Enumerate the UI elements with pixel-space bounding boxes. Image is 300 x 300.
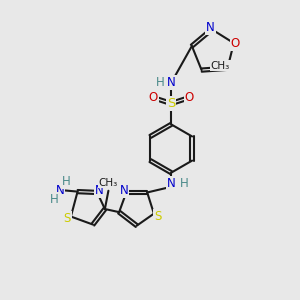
Text: H: H [179,177,188,190]
Text: O: O [231,37,240,50]
Text: S: S [64,212,71,225]
Text: N: N [167,177,176,190]
Text: S: S [154,209,161,223]
Text: N: N [95,184,104,197]
Text: H: H [62,176,71,188]
Text: H: H [156,76,165,89]
Text: CH₃: CH₃ [99,178,118,188]
Text: O: O [148,91,158,104]
Text: O: O [185,91,194,104]
Text: H: H [50,193,58,206]
Text: S: S [167,97,176,110]
Text: N: N [206,21,215,34]
Text: N: N [119,184,128,197]
Text: N: N [56,184,64,196]
Text: CH₃: CH₃ [211,61,230,70]
Text: N: N [167,76,176,89]
